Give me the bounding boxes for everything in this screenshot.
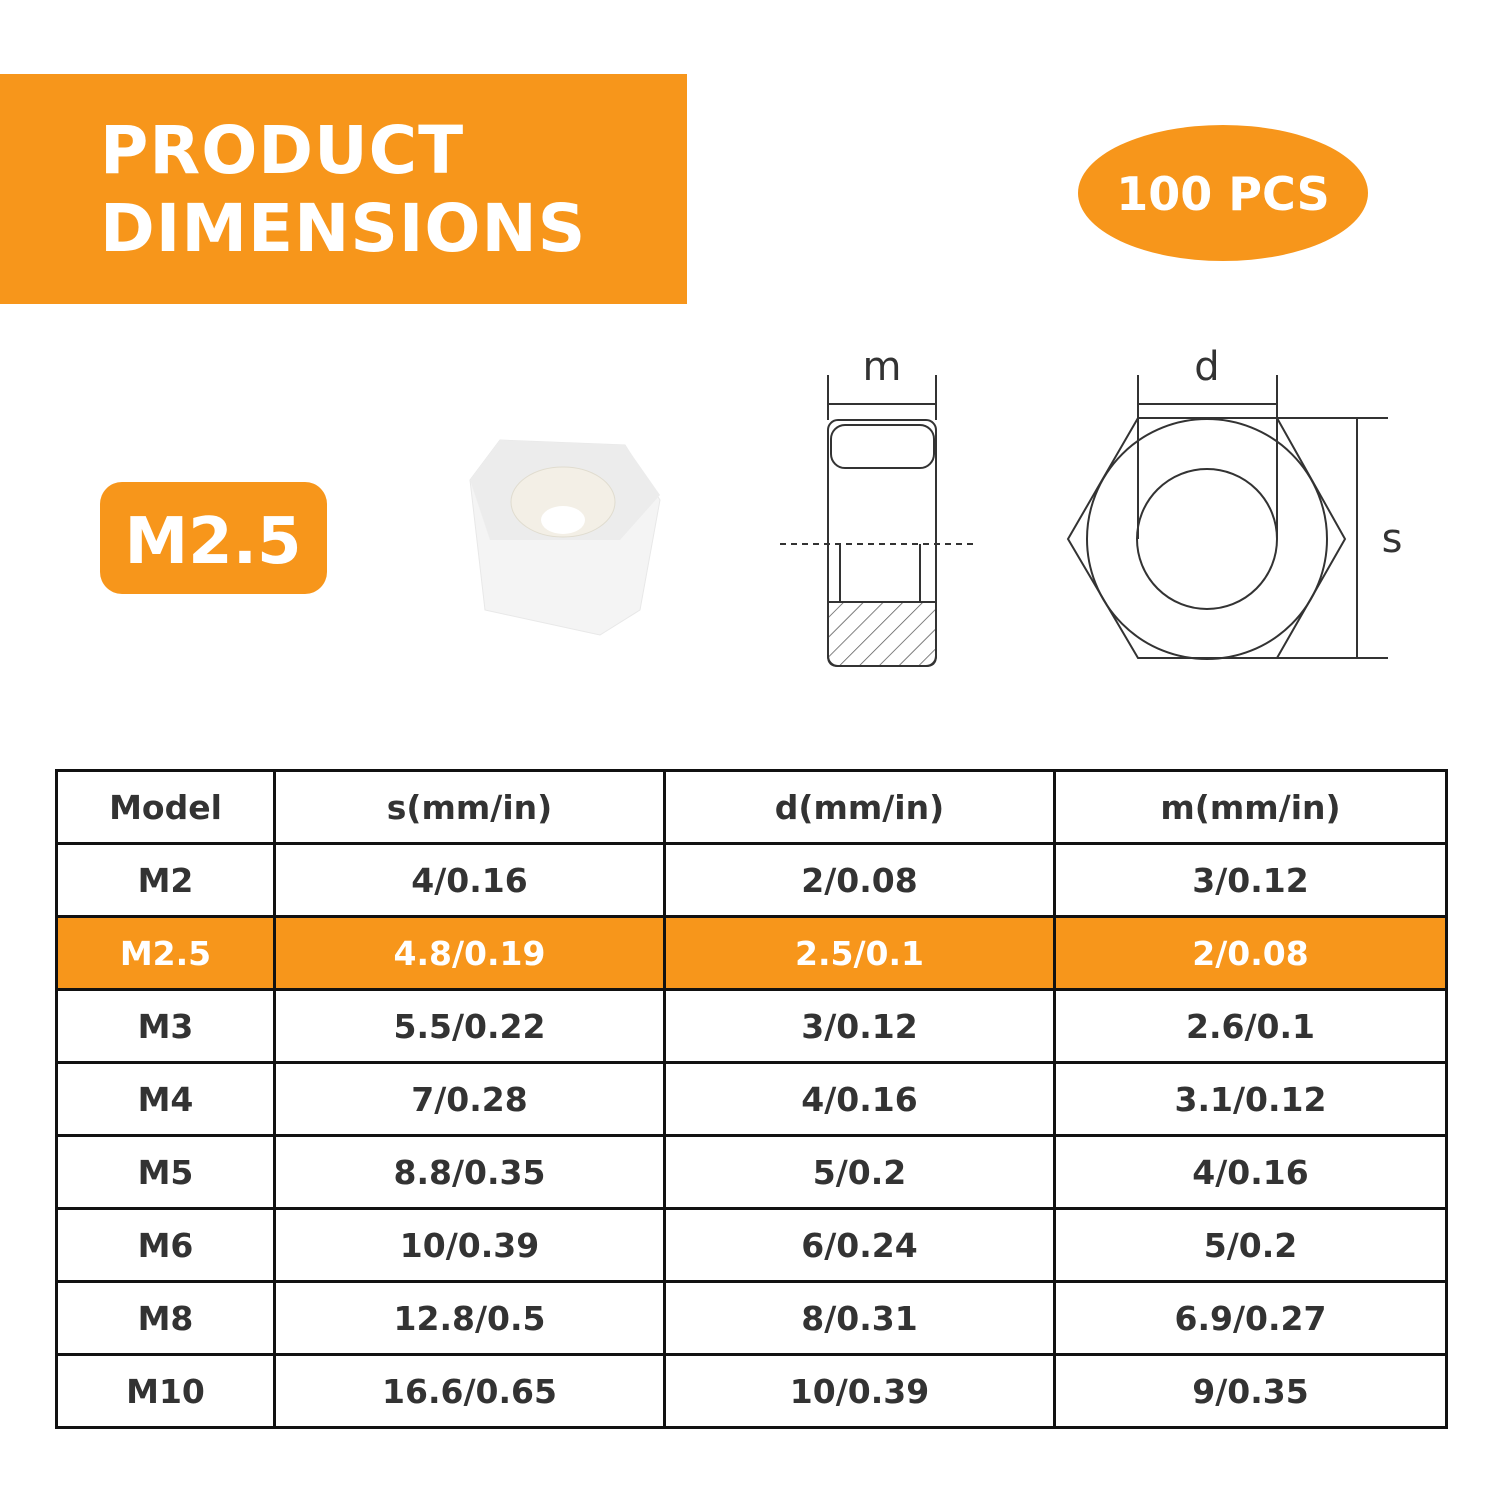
header-cell: d(mm/in) <box>663 769 1056 845</box>
table-cell: 3/0.12 <box>1053 842 1448 918</box>
table-row: M5 8.8/0.35 5/0.2 4/0.16 <box>55 1134 1448 1210</box>
table-cell: 12.8/0.5 <box>273 1280 666 1356</box>
table-row: M2 4/0.16 2/0.08 3/0.12 <box>55 842 1448 918</box>
table-cell: M10 <box>55 1353 276 1429</box>
side-view-drawing <box>780 375 975 667</box>
dimension-label: m <box>863 344 902 390</box>
table-cell: M2 <box>55 842 276 918</box>
header-cell: Model <box>55 769 276 845</box>
table-cell: 10/0.39 <box>273 1207 666 1283</box>
table-row: M3 5.5/0.22 3/0.12 2.6/0.1 <box>55 988 1448 1064</box>
quantity-text: 100 PCS <box>1116 167 1330 221</box>
table-cell: 7/0.28 <box>273 1061 666 1137</box>
table-cell: 5/0.2 <box>1053 1207 1448 1283</box>
title-banner: PRODUCT DIMENSIONS <box>0 74 687 304</box>
table-cell: M4 <box>55 1061 276 1137</box>
table-row: M8 12.8/0.5 8/0.31 6.9/0.27 <box>55 1280 1448 1356</box>
table-cell: M3 <box>55 988 276 1064</box>
table-cell: M5 <box>55 1134 276 1210</box>
table-cell: 6.9/0.27 <box>1053 1280 1448 1356</box>
table-cell: 2.6/0.1 <box>1053 988 1448 1064</box>
table-cell: 2/0.08 <box>1053 915 1448 991</box>
model-badge <box>100 482 327 594</box>
table-cell: 2.5/0.1 <box>663 915 1056 991</box>
dimension-table: Model s(mm/in) d(mm/in) m(mm/in) M2 4/0.16 2/… <box>55 769 1448 1429</box>
table-cell: 4/0.16 <box>1053 1134 1448 1210</box>
table-cell: 8/0.31 <box>663 1280 1056 1356</box>
top-view-drawing <box>1066 375 1388 660</box>
table-cell: 10/0.39 <box>663 1353 1056 1429</box>
nut-photo <box>469 439 661 636</box>
table-cell: M2.5 <box>55 915 276 991</box>
table-cell: 2/0.08 <box>663 842 1056 918</box>
table-cell: 6/0.24 <box>663 1207 1056 1283</box>
title-line: PRODUCT <box>100 112 465 189</box>
header-row: Model s(mm/in) d(mm/in) m(mm/in) <box>55 769 1448 845</box>
table-row: M6 10/0.39 6/0.24 5/0.2 <box>55 1207 1448 1283</box>
header-cell: s(mm/in) <box>273 769 666 845</box>
table-row: M4 7/0.28 4/0.16 3.1/0.12 <box>55 1061 1448 1137</box>
table-cell: 9/0.35 <box>1053 1353 1448 1429</box>
title-line: DIMENSIONS <box>100 190 587 267</box>
dimension-label: s <box>1382 516 1403 562</box>
table-cell: 3.1/0.12 <box>1053 1061 1448 1137</box>
table-cell: 5.5/0.22 <box>273 988 666 1064</box>
model-text: M2.5 <box>124 505 301 579</box>
table-cell: 4/0.16 <box>273 842 666 918</box>
dimension-label: d <box>1194 344 1219 390</box>
table-cell: M8 <box>55 1280 276 1356</box>
table-row: M2.5 4.8/0.19 2.5/0.1 2/0.08 <box>55 915 1448 991</box>
table-cell: 4/0.16 <box>663 1061 1056 1137</box>
table-cell: 8.8/0.35 <box>273 1134 666 1210</box>
table-cell: M6 <box>55 1207 276 1283</box>
quantity-badge <box>1078 125 1368 261</box>
table-cell: 3/0.12 <box>663 988 1056 1064</box>
table-cell: 5/0.2 <box>663 1134 1056 1210</box>
header-cell: m(mm/in) <box>1053 769 1448 845</box>
table-cell: 16.6/0.65 <box>273 1353 666 1429</box>
illustration: 100 PCS M2.5 m <box>100 125 1403 667</box>
table-cell: 4.8/0.19 <box>273 915 666 991</box>
table-row: M10 16.6/0.65 10/0.39 9/0.35 <box>55 1353 1448 1429</box>
